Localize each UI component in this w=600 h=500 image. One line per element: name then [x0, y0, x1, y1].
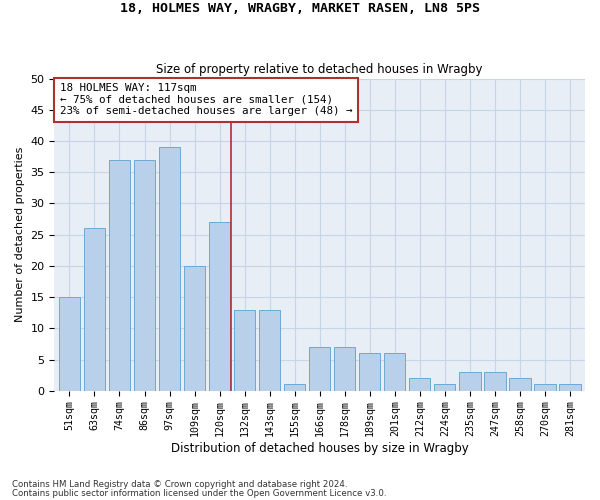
Y-axis label: Number of detached properties: Number of detached properties [15, 147, 25, 322]
Bar [309, 347, 331, 391]
Bar [409, 378, 430, 390]
Text: 18 HOLMES WAY: 117sqm
← 75% of detached houses are smaller (154)
23% of semi-det: 18 HOLMES WAY: 117sqm ← 75% of detached … [60, 83, 352, 116]
Bar [509, 378, 530, 390]
Text: 18, HOLMES WAY, WRAGBY, MARKET RASEN, LN8 5PS: 18, HOLMES WAY, WRAGBY, MARKET RASEN, LN… [120, 2, 480, 16]
Bar [59, 297, 80, 390]
Bar [109, 160, 130, 390]
Bar [284, 384, 305, 390]
Bar [359, 354, 380, 391]
Bar [459, 372, 481, 390]
Bar [334, 347, 355, 391]
Bar [434, 384, 455, 390]
Text: Contains public sector information licensed under the Open Government Licence v3: Contains public sector information licen… [12, 489, 386, 498]
Bar [84, 228, 105, 390]
Bar [535, 384, 556, 390]
Bar [159, 147, 180, 390]
Bar [559, 384, 581, 390]
Bar [234, 310, 255, 390]
Bar [209, 222, 230, 390]
Text: Contains HM Land Registry data © Crown copyright and database right 2024.: Contains HM Land Registry data © Crown c… [12, 480, 347, 489]
Title: Size of property relative to detached houses in Wragby: Size of property relative to detached ho… [157, 63, 483, 76]
Bar [484, 372, 506, 390]
Bar [184, 266, 205, 390]
Bar [259, 310, 280, 390]
Bar [134, 160, 155, 390]
X-axis label: Distribution of detached houses by size in Wragby: Distribution of detached houses by size … [171, 442, 469, 455]
Bar [384, 354, 406, 391]
